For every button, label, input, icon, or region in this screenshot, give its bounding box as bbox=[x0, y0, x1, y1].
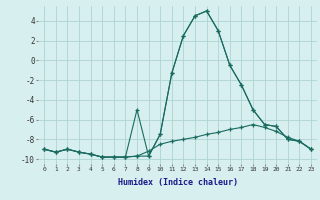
X-axis label: Humidex (Indice chaleur): Humidex (Indice chaleur) bbox=[118, 178, 238, 187]
